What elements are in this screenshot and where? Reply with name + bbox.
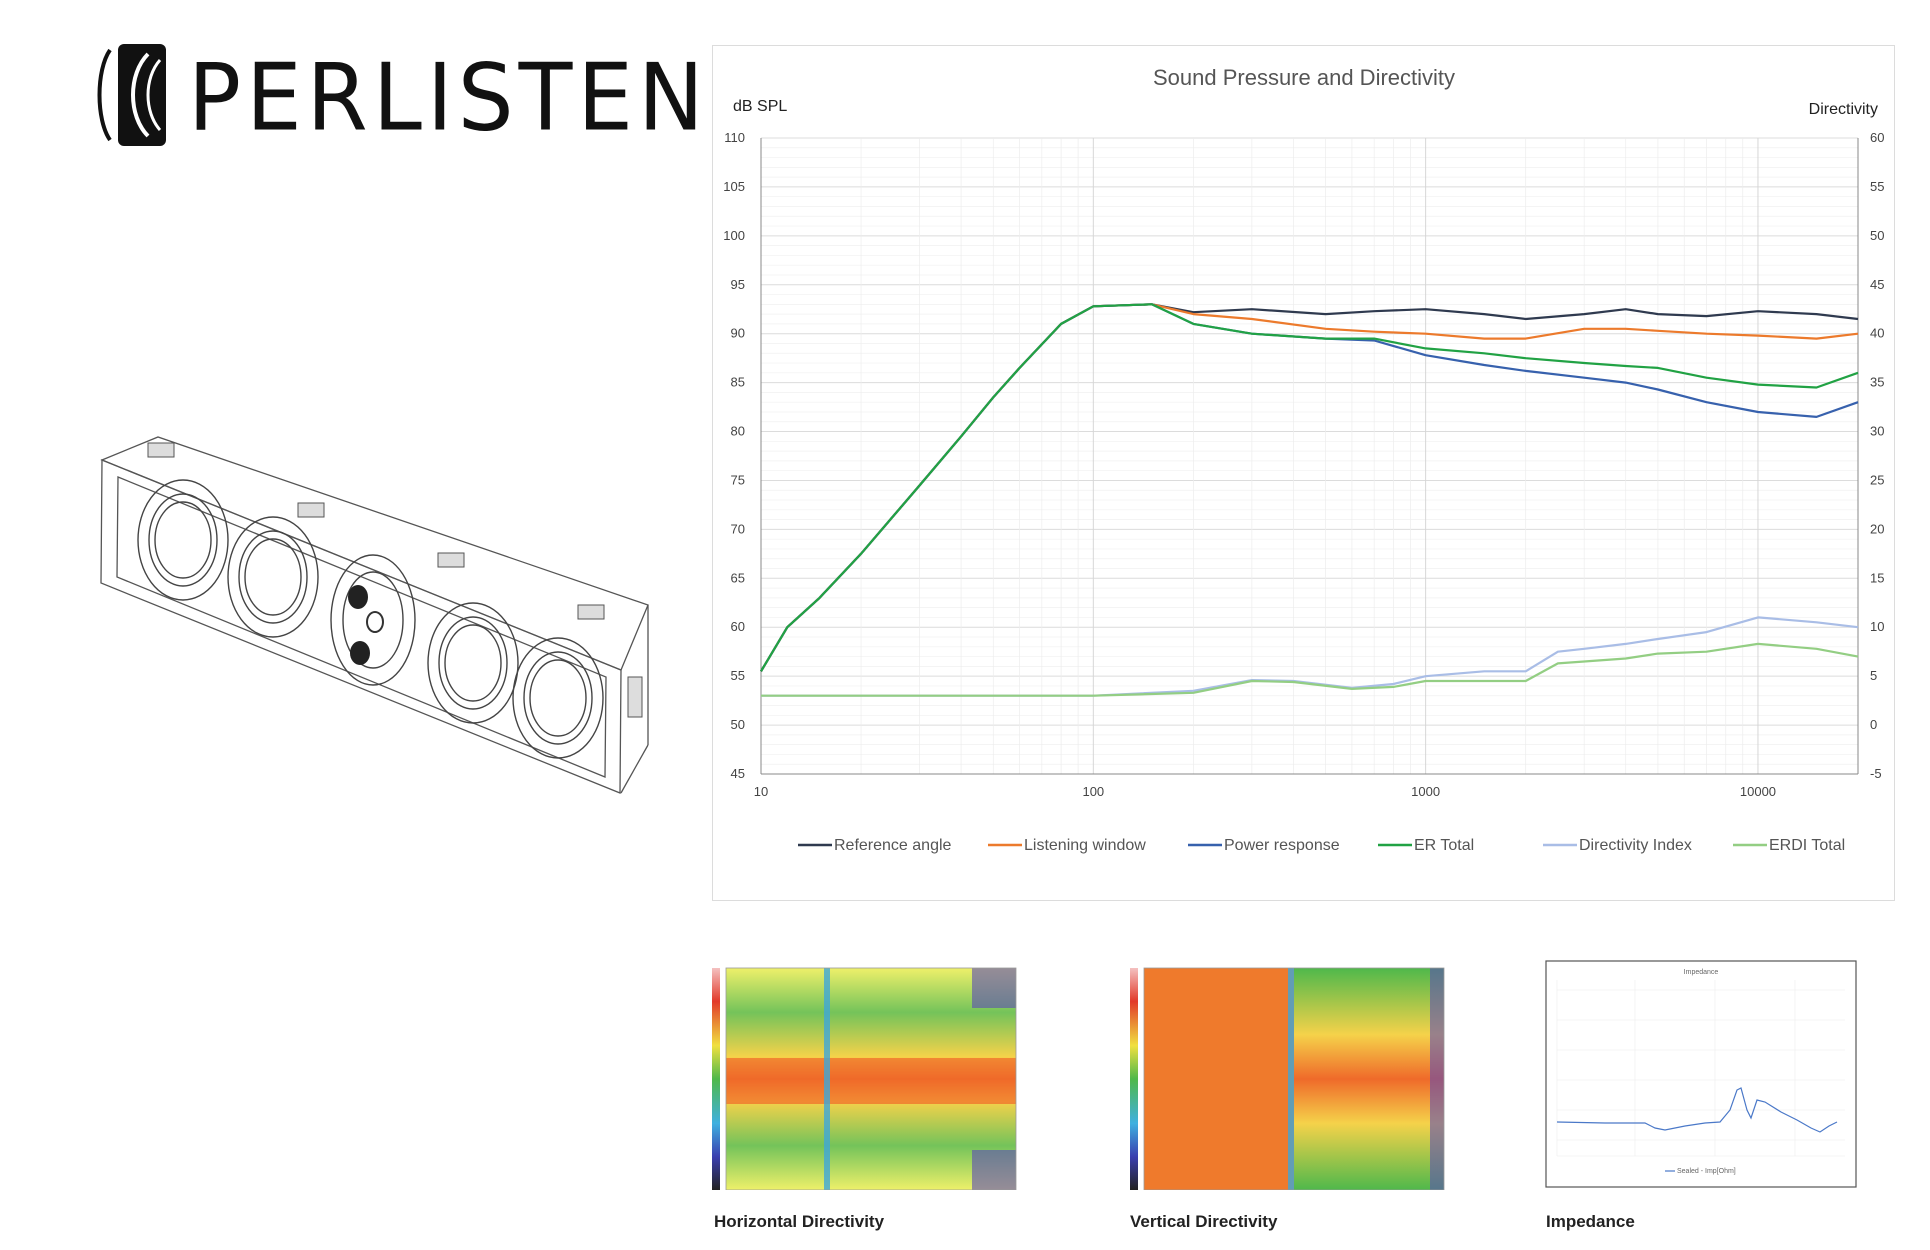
y-tick-label: 110 [724, 130, 745, 145]
legend-label: Directivity Index [1579, 837, 1692, 854]
woofer-icon [137, 479, 604, 759]
series-line-erdi-total [761, 642, 1859, 697]
y2-tick-label: 40 [1870, 326, 1884, 341]
y-tick-label: 45 [731, 766, 745, 781]
impedance-chart: Impedance Sealed - Imp[Ohm] [1545, 960, 1857, 1188]
y2-tick-label: 50 [1870, 228, 1884, 243]
sound-pressure-chart: Sound Pressure and Directivity dB SPL Di… [712, 45, 1895, 901]
y2-tick-label: 10 [1870, 619, 1884, 634]
x-tick-label: 100 [1082, 784, 1104, 799]
vertical-directivity-label: Vertical Directivity [1130, 1212, 1278, 1231]
y-tick-label: 55 [731, 668, 745, 683]
series-line-er-total [760, 303, 1859, 672]
y2-tick-label: 30 [1870, 424, 1884, 439]
legend-label: Reference angle [834, 837, 952, 854]
impedance-legend: Sealed - Imp[Ohm] [1677, 1168, 1736, 1175]
brand-logo: PERLISTEN [88, 40, 704, 152]
horizontal-directivity-label: Horizontal Directivity [714, 1212, 885, 1231]
y-tick-label: 100 [723, 228, 745, 243]
impedance-inner-title: Impedance [1684, 969, 1719, 976]
x-tick-label: 10000 [1740, 784, 1776, 799]
horizontal-directivity-map [712, 960, 1032, 1191]
series-line-reference-angle [760, 303, 1859, 672]
y2-axis-label: Directivity [1809, 101, 1878, 118]
series-line-power-response [760, 303, 1859, 672]
impedance-label: Impedance [1546, 1212, 1635, 1231]
y2-tick-label: 0 [1870, 717, 1877, 732]
y-tick-label: 85 [731, 375, 745, 390]
chart-title: Sound Pressure and Directivity [1153, 65, 1455, 90]
speaker-drawing [88, 415, 658, 805]
y-tick-label: 60 [731, 619, 745, 634]
y-axis-label: dB SPL [733, 98, 787, 115]
y2-tick-label: 20 [1870, 521, 1884, 536]
perlisten-logo-icon [97, 44, 166, 146]
y-tick-label: 75 [731, 472, 745, 487]
legend-label: ER Total [1414, 837, 1474, 854]
brand-name: PERLISTEN [188, 43, 709, 152]
y-tick-label: 50 [731, 717, 745, 732]
y2-tick-label: 15 [1870, 570, 1884, 585]
y-tick-label: 70 [731, 521, 745, 536]
legend-label: Power response [1224, 837, 1340, 854]
legend-label: ERDI Total [1769, 837, 1845, 854]
legend-label: Listening window [1024, 837, 1146, 854]
y2-tick-label: 60 [1870, 130, 1884, 145]
x-tick-label: 1000 [1411, 784, 1440, 799]
series-line-listening-window [760, 303, 1859, 672]
x-tick-label: 10 [754, 784, 768, 799]
y2-tick-label: 35 [1870, 375, 1884, 390]
y2-tick-label: 55 [1870, 179, 1884, 194]
impedance-curve [1556, 1087, 1838, 1133]
y2-tick-label: 45 [1870, 277, 1884, 292]
y-tick-label: 80 [731, 424, 745, 439]
y-tick-label: 105 [723, 179, 745, 194]
y2-tick-label: -5 [1870, 766, 1882, 781]
y-tick-label: 95 [731, 277, 745, 292]
y-tick-label: 90 [731, 326, 745, 341]
vertical-directivity-map [1130, 960, 1450, 1191]
y2-tick-label: 5 [1870, 668, 1877, 683]
y-tick-label: 65 [731, 570, 745, 585]
y2-tick-label: 25 [1870, 472, 1884, 487]
